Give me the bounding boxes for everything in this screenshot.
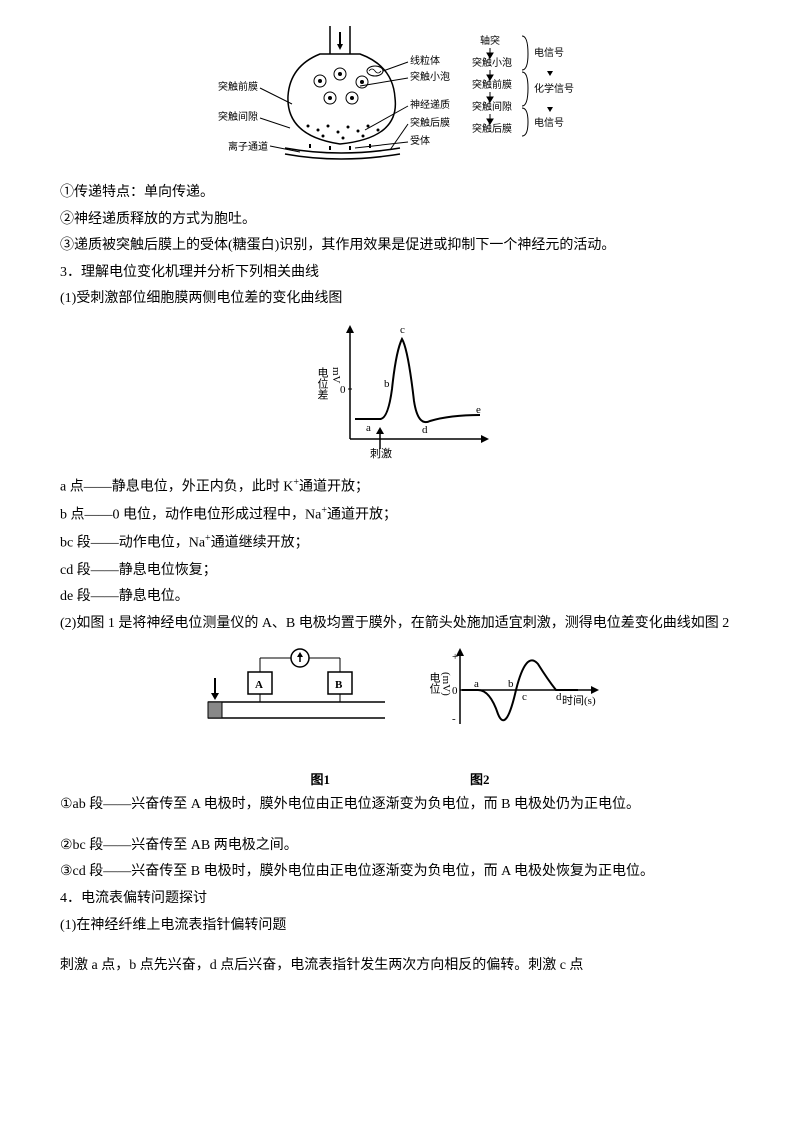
label-vesicle: 突触小泡 (410, 70, 450, 83)
svg-text:e: e (476, 404, 481, 416)
svg-text:d: d (422, 424, 428, 436)
label-post: 突触后膜 (410, 116, 450, 129)
text-line: bc 段——动作电位，Na+通道继续开放； (60, 529, 740, 557)
fig1-fig2: A B 电位 (mV) + 0 - 时间(s) a b c (60, 644, 740, 754)
svg-text:a: a (474, 678, 479, 690)
svg-text:b: b (384, 378, 390, 390)
text-line: ①ab 段——兴奋传至 A 电极时，膜外电位由正电位逐渐变为负电位，而 B 电极… (60, 792, 740, 819)
text-line: ③递质被突触后膜上的受体(糖蛋白)识别，其作用效果是促进或抑制下一个神经元的活动… (60, 233, 740, 260)
svg-text:B: B (335, 679, 343, 691)
svg-text:+: + (452, 651, 458, 663)
flow-pre: 突触前膜 (472, 78, 512, 91)
zero: 0 (340, 384, 346, 396)
potential-curve: 电位差 mV 0 刺激 a b c d e (60, 319, 740, 459)
svg-text:b: b (508, 678, 514, 690)
text-line: ①传递特点：单向传递。 (60, 180, 740, 207)
flow-axon: 轴突 (480, 34, 500, 47)
flow-post: 突触后膜 (472, 122, 512, 135)
svg-text:时间(s): 时间(s) (562, 694, 596, 707)
label-ion-channel: 离子通道 (228, 140, 268, 153)
flow-cleft: 突触间隙 (472, 100, 512, 113)
svg-text:a: a (366, 422, 371, 434)
text-line: b 点——0 电位，动作电位形成过程中，Na+通道开放； (60, 501, 740, 529)
label-nt: 神经递质 (410, 98, 450, 111)
fig-labels: 图1 图2 (60, 768, 740, 793)
spacer (60, 819, 740, 833)
text-line: 4．电流表偏转问题探讨 (60, 886, 740, 913)
signal-elec2: 电信号 (534, 116, 564, 129)
text-line: cd 段——静息电位恢复； (60, 558, 740, 585)
text-line: 3．理解电位变化机理并分析下列相关曲线 (60, 260, 740, 287)
label-receptor: 受体 (410, 135, 430, 147)
svg-text:c: c (400, 324, 405, 336)
label-presynaptic: 突触前膜 (218, 80, 258, 93)
svg-text:0: 0 (452, 685, 458, 697)
svg-text:(mV): (mV) (440, 672, 452, 696)
flow-vesicle: 突触小泡 (472, 56, 512, 69)
text-line: ②神经递质释放的方式为胞吐。 (60, 207, 740, 234)
text-line: ③cd 段——兴奋传至 B 电极时，膜外电位由正电位逐渐变为负电位，而 A 电极… (60, 859, 740, 886)
text-line: 刺激 a 点，b 点先兴奋，d 点后兴奋，电流表指针发生两次方向相反的偏转。刺激… (60, 953, 740, 980)
synapse-diagram: 突触前膜 突触间隙 离子通道 线粒体 突触小泡 神经递质 突触后膜 受体 轴突 … (60, 26, 740, 166)
xlabel: 刺激 (370, 446, 392, 459)
svg-text:A: A (255, 679, 263, 691)
spacer (60, 939, 740, 953)
label-mito: 线粒体 (410, 54, 440, 67)
ylabel-unit: mV (330, 367, 342, 384)
signal-elec1: 电信号 (534, 46, 564, 59)
text-line: (2)如图 1 是将神经电位测量仪的 A、B 电极均置于膜外，在箭头处施加适宜刺… (60, 611, 740, 638)
ylabel: 电位差 (316, 367, 329, 400)
text-line: ②bc 段——兴奋传至 AB 两电极之间。 (60, 833, 740, 860)
svg-text:-: - (452, 713, 456, 725)
label-cleft: 突触间隙 (218, 110, 258, 123)
svg-text:d: d (556, 691, 562, 703)
signal-chem: 化学信号 (534, 82, 574, 95)
text-line: a 点——静息电位，外正内负，此时 K+通道开放； (60, 473, 740, 501)
text-line: (1)受刺激部位细胞膜两侧电位差的变化曲线图 (60, 286, 740, 313)
text-line: (1)在神经纤维上电流表指针偏转问题 (60, 913, 740, 940)
svg-text:c: c (522, 691, 527, 703)
text-line: de 段——静息电位。 (60, 584, 740, 611)
svg-text:电位: 电位 (428, 671, 441, 693)
